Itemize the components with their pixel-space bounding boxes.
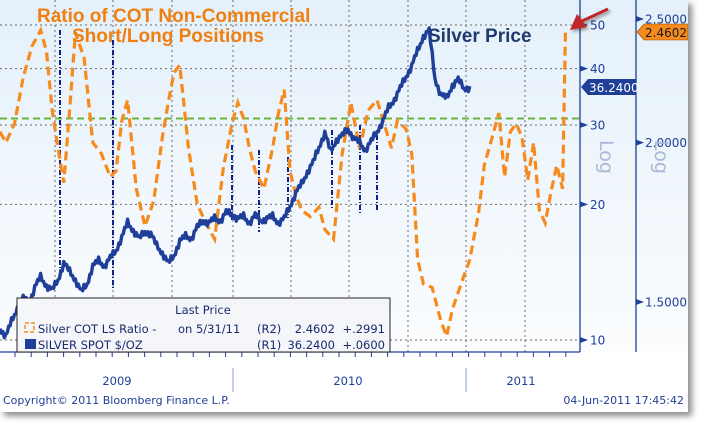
r1-tick-label: 10 [590,334,605,348]
axis-r1-log-label: Log [595,140,617,174]
legend-swatch-cot [24,322,35,333]
axis-r2-log-label: Log [650,140,672,174]
legend-date-cot: on 5/31/11 [178,322,240,336]
r2-tick-marker [636,16,644,22]
x-tick-label-2010: 2010 [333,374,362,388]
copyright-text: Copyright© 2011 Bloomberg Finance L.P. [3,394,230,407]
legend-axis-silver: (R1) [257,338,281,352]
r1-tick-marker [580,65,588,72]
legend: Last Price Silver COT LS Ratio - on 5/31… [16,297,391,353]
series-line-cot-ratio [0,25,568,342]
r1-tick-label: 50 [590,19,605,33]
legend-axis-cot: (R2) [257,322,281,336]
axis-r1-ticks: 10 20 30 40 50 [580,19,605,348]
timestamp-text: 04-Jun-2011 17:45:42 [563,394,684,407]
legend-row-cot: Silver COT LS Ratio - on 5/31/11 (R2) 2.… [24,322,385,336]
x-tick-label-2011: 2011 [506,374,535,388]
r1-tick-label: 40 [590,62,605,76]
footer-background [0,352,688,412]
chart-frame: 10 20 30 40 50 1.5000 2.0000 2.5000 Log Log 20… [0,0,688,412]
r1-tick-marker [580,121,588,128]
legend-name-silver: SILVER SPOT $/OZ [38,338,143,352]
svg-text:36.2400: 36.2400 [589,81,639,95]
legend-name-cot: Silver COT LS Ratio - [38,322,156,336]
chart-title-line2: Short/Long Positions [72,26,264,47]
r2-tick-marker [636,139,644,146]
legend-header: Last Price [175,303,231,317]
legend-last-cot: 2.4602 [295,322,335,336]
legend-row-silver: SILVER SPOT $/OZ (R1) 36.2400 +.0600 [25,338,385,352]
r1-tick-label: 30 [590,118,605,132]
legend-last-silver: 36.2400 [287,338,335,352]
legend-box [16,297,391,353]
silver-cot-chart: 10 20 30 40 50 1.5000 2.0000 2.5000 Log Log 20… [0,0,688,412]
legend-change-silver: +.0600 [342,338,385,352]
r1-tick-label: 20 [590,198,605,212]
svg-text:2.4602: 2.4602 [645,26,687,40]
r2-last-value-tag: 2.4602 [636,23,688,41]
x-tick-label-2009: 2009 [102,374,131,388]
legend-swatch-silver [25,339,36,349]
red-arrow-icon [570,7,609,30]
r2-tick-label: 1.5000 [645,296,687,310]
r1-tick-marker [580,201,588,208]
r2-tick-marker [636,299,644,305]
chart-title-line1: Ratio of COT Non-Commercial [37,6,310,27]
axis-r2-ticks: 1.5000 2.0000 2.5000 [636,13,687,310]
r2-tick-label: 2.0000 [645,136,687,150]
r2-tick-label: 2.5000 [645,13,687,27]
r1-last-value-tag: 36.2400 [581,79,639,95]
silver-price-annotation: Silver Price [428,26,532,47]
r1-tick-marker [580,337,588,343]
legend-change-cot: +.2991 [342,322,385,336]
series-line-silver-spot [0,26,472,340]
x-axis-ticks [14,352,567,357]
